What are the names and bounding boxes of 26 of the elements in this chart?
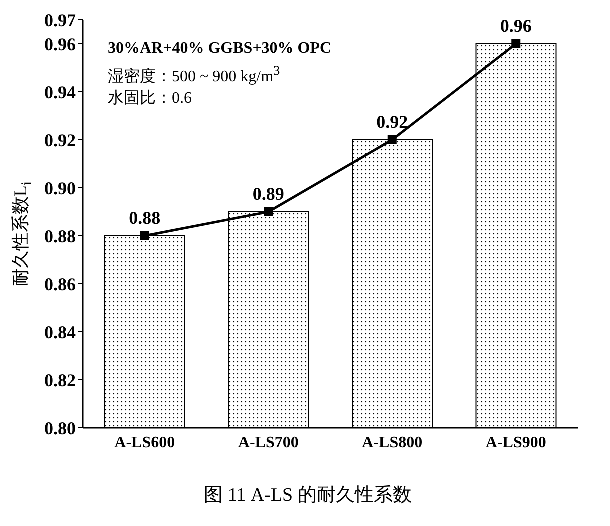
y-tick-label: 0.90 <box>44 178 76 198</box>
data-label: 0.96 <box>500 16 532 36</box>
y-tick-label: 0.96 <box>44 34 76 54</box>
point <box>388 136 397 144</box>
annotation: 湿密度：500 ~ 900 kg/m$^{3}$ <box>108 62 282 88</box>
annotation: 30%AR+40% GGBS+30% OPC <box>108 39 332 59</box>
point <box>512 40 521 48</box>
data-label: 0.92 <box>376 112 408 132</box>
y-tick-label: 0.94 <box>44 82 76 102</box>
data-label: 0.89 <box>252 184 284 204</box>
x-tick-label: A-LS800 <box>362 434 423 452</box>
point <box>140 232 150 240</box>
x-tick-label: A-LS700 <box>238 434 299 452</box>
annotation: 水固比：0.6 <box>108 88 193 110</box>
y-tick-label: 0.92 <box>44 130 76 150</box>
point <box>264 208 274 216</box>
y-tick-label: 0.97 <box>44 10 76 30</box>
y-tick-label: 0.82 <box>44 370 76 390</box>
text: 图 11 A-LS 的耐久性系数 <box>203 484 413 508</box>
y-tick-label: 0.84 <box>44 322 76 342</box>
data-label: 0.88 <box>129 208 161 228</box>
y-tick-label: 0.80 <box>44 418 76 438</box>
y-tick-label: 0.88 <box>44 226 76 246</box>
y-tick-label: 0.86 <box>44 274 76 294</box>
x-tick-label: A-LS900 <box>486 434 546 452</box>
x-tick-label: A-LS600 <box>114 434 176 452</box>
